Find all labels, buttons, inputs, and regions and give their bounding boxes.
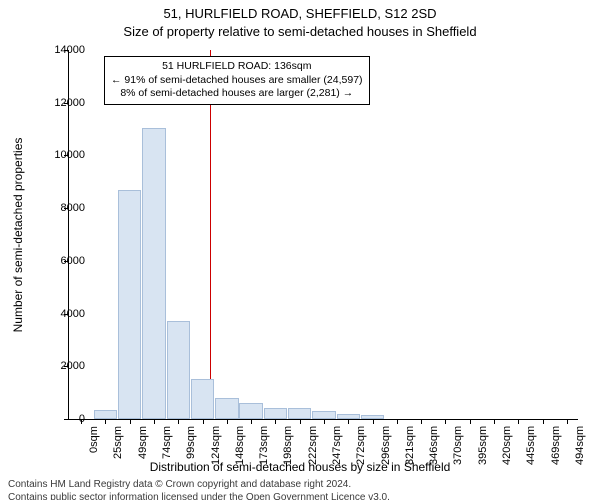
x-tick-label: 321sqm	[404, 426, 416, 465]
y-tick-label: 4000	[61, 308, 85, 320]
x-tick-label: 74sqm	[161, 426, 173, 459]
x-tick-label: 445sqm	[525, 426, 537, 465]
annotation-line-2: ← 91% of semi-detached houses are smalle…	[111, 74, 363, 88]
x-tick	[300, 419, 301, 424]
histogram-bar	[312, 411, 335, 419]
y-tick	[64, 419, 69, 420]
x-tick-label: 49sqm	[137, 426, 149, 459]
x-tick	[178, 419, 179, 424]
y-axis-label: Number of semi-detached properties	[11, 125, 25, 345]
y-tick-label: 12000	[54, 97, 85, 109]
histogram-bar	[142, 128, 165, 419]
x-tick-label: 494sqm	[574, 426, 586, 465]
x-tick-label: 469sqm	[550, 426, 562, 465]
x-tick-label: 222sqm	[307, 426, 319, 465]
x-tick	[445, 419, 446, 424]
x-tick-label: 173sqm	[258, 426, 270, 465]
histogram-bar	[191, 379, 214, 419]
y-tick-label: 0	[79, 413, 85, 425]
x-tick-label: 395sqm	[477, 426, 489, 465]
footer-line-1: Contains HM Land Registry data © Crown c…	[8, 479, 390, 492]
x-tick	[421, 419, 422, 424]
reference-line	[210, 50, 211, 419]
y-tick-label: 14000	[54, 44, 85, 56]
x-tick	[373, 419, 374, 424]
x-tick	[397, 419, 398, 424]
footer-line-2: Contains public sector information licen…	[8, 492, 390, 500]
x-tick	[324, 419, 325, 424]
x-tick-label: 0sqm	[88, 426, 100, 453]
x-tick-label: 296sqm	[380, 426, 392, 465]
x-tick	[470, 419, 471, 424]
x-tick	[154, 419, 155, 424]
y-tick-label: 10000	[54, 149, 85, 161]
x-tick	[567, 419, 568, 424]
histogram-bar	[361, 415, 384, 419]
x-tick	[494, 419, 495, 424]
x-tick-label: 247sqm	[331, 426, 343, 465]
x-tick	[518, 419, 519, 424]
annotation-box: 51 HURLFIELD ROAD: 136sqm ← 91% of semi-…	[104, 56, 370, 105]
x-tick	[348, 419, 349, 424]
x-tick	[275, 419, 276, 424]
x-tick-label: 198sqm	[282, 426, 294, 465]
x-tick-label: 346sqm	[428, 426, 440, 465]
footer-attribution: Contains HM Land Registry data © Crown c…	[8, 479, 390, 500]
chart-title-address: 51, HURLFIELD ROAD, SHEFFIELD, S12 2SD	[0, 6, 600, 21]
x-tick	[203, 419, 204, 424]
x-tick	[543, 419, 544, 424]
y-tick-label: 6000	[61, 255, 85, 267]
histogram-bar	[239, 403, 262, 419]
annotation-line-3: 8% of semi-detached houses are larger (2…	[111, 87, 363, 101]
x-tick-label: 148sqm	[234, 426, 246, 465]
histogram-bar	[167, 321, 190, 419]
histogram-bar	[215, 398, 238, 419]
x-tick-label: 420sqm	[501, 426, 513, 465]
histogram-bar	[118, 190, 141, 419]
x-tick	[227, 419, 228, 424]
chart-plot-area: 51 HURLFIELD ROAD: 136sqm ← 91% of semi-…	[68, 50, 578, 420]
chart-subtitle: Size of property relative to semi-detach…	[0, 24, 600, 39]
x-tick-label: 25sqm	[112, 426, 124, 459]
annotation-line-1: 51 HURLFIELD ROAD: 136sqm	[111, 60, 363, 74]
histogram-bar	[337, 414, 360, 419]
x-tick	[130, 419, 131, 424]
x-tick-label: 124sqm	[210, 426, 222, 465]
x-tick-label: 99sqm	[185, 426, 197, 459]
x-tick	[105, 419, 106, 424]
x-tick	[251, 419, 252, 424]
y-tick-label: 2000	[61, 360, 85, 372]
histogram-bar	[288, 408, 311, 419]
x-tick-label: 370sqm	[452, 426, 464, 465]
x-tick-label: 272sqm	[355, 426, 367, 465]
y-tick-label: 8000	[61, 202, 85, 214]
histogram-bar	[264, 408, 287, 419]
histogram-bar	[94, 410, 117, 419]
